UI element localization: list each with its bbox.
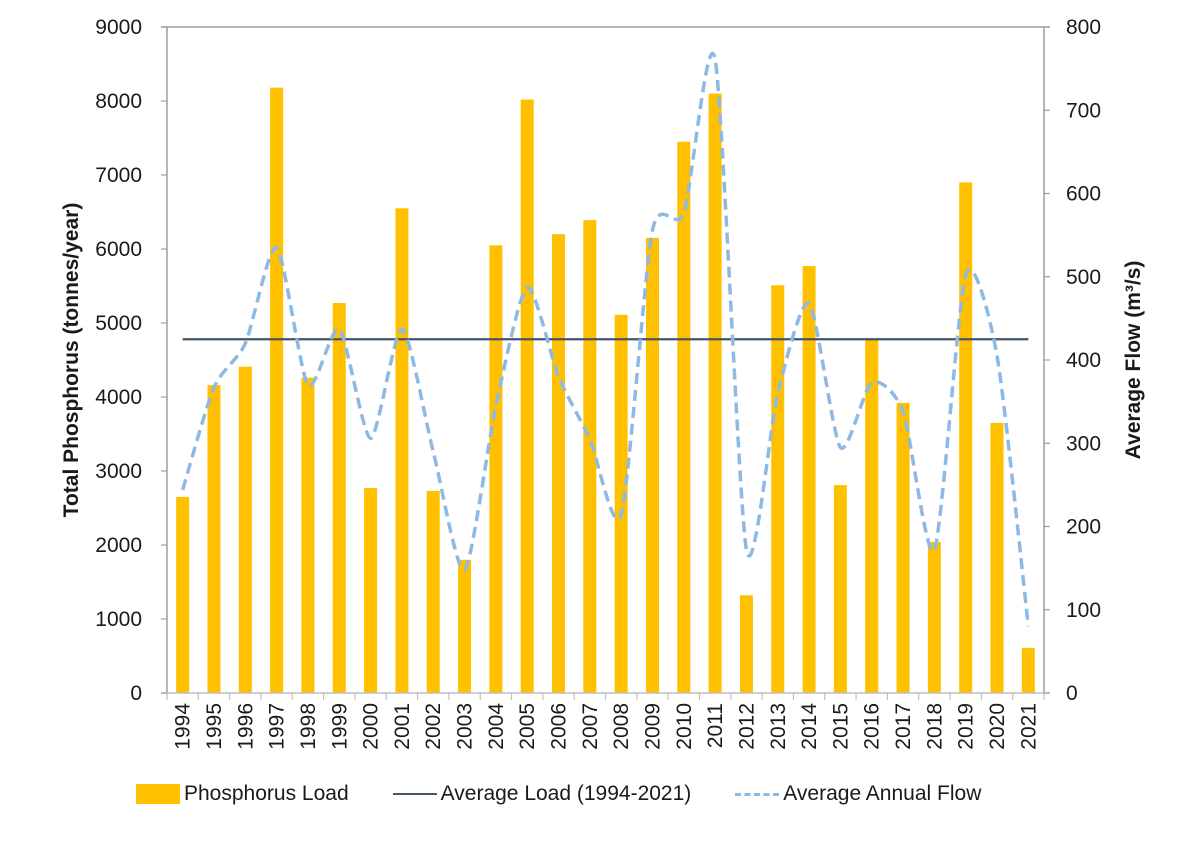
x-tick-label: 2001 [391, 703, 414, 750]
bar-2013 [771, 285, 785, 693]
x-tick-label: 2016 [861, 703, 884, 750]
y-axis-left-title: Total Phosphorus (tonnes/year) [60, 203, 83, 518]
bar-2017 [896, 402, 910, 693]
x-tick-label: 1997 [266, 703, 289, 750]
x-tick-label: 1994 [172, 703, 195, 750]
x-tick-label: 2007 [579, 703, 602, 750]
bar-1995 [207, 385, 221, 693]
bar-2008 [614, 314, 628, 693]
bar-2006 [552, 234, 566, 693]
y2-tick-label: 600 [1066, 183, 1101, 206]
bar-2020 [990, 422, 1004, 693]
bar-1999 [332, 303, 346, 693]
bar-2021 [1021, 647, 1035, 693]
average-flow-line-path [180, 51, 1031, 627]
x-tick-label: 2014 [798, 703, 821, 750]
x-tick-label: 1998 [297, 703, 320, 750]
y-tick-label: 9000 [95, 16, 142, 39]
bar-2011 [708, 93, 722, 694]
x-axis-ticks: 1994 1995 1996 1997 1998 1999 2000 2001 2002 2003… [166, 693, 1045, 750]
y2-tick-label: 800 [1066, 16, 1101, 39]
x-tick-label: 2003 [454, 703, 477, 750]
bar-2005 [520, 99, 534, 693]
x-tick-label: 2019 [955, 703, 978, 750]
x-tick-label: 1999 [328, 703, 351, 750]
x-tick-label: 2002 [422, 703, 445, 750]
y-tick-label: 0 [130, 682, 142, 705]
bar-swatch-icon [136, 784, 180, 804]
y2-tick-label: 100 [1066, 599, 1101, 622]
x-tick-label: 2011 [704, 703, 727, 748]
bar-2002 [426, 490, 440, 693]
x-tick-label: 2021 [1017, 703, 1040, 750]
bar-1998 [301, 377, 315, 693]
y2-tick-label: 0 [1066, 682, 1078, 705]
legend-item-average-load: Average Load (1994-2021) [392, 782, 692, 806]
bar-2010 [677, 141, 691, 693]
bar-2012 [739, 595, 753, 693]
y2-tick-label: 700 [1066, 99, 1101, 122]
y2-tick-label: 400 [1066, 349, 1101, 372]
legend-item-phosphorus-load: Phosphorus Load [136, 782, 349, 806]
x-tick-label: 2006 [548, 703, 571, 750]
y-tick-label: 2000 [95, 534, 142, 557]
y-tick-label: 7000 [95, 164, 142, 187]
x-tick-label: 2015 [829, 703, 852, 750]
x-tick-label: 2010 [673, 703, 696, 750]
axes [161, 26, 1050, 694]
legend-label: Average Annual Flow [783, 782, 982, 805]
y-axis-right-ticks: 0 100 200 300 400 500 600 700 800 [1044, 16, 1101, 705]
x-tick-label: 2020 [986, 703, 1009, 750]
x-tick-label: 2012 [735, 703, 758, 750]
bar-2016 [865, 340, 879, 693]
bar-2009 [645, 237, 659, 693]
x-tick-label: 2004 [485, 703, 508, 750]
dashed-line-swatch-icon [735, 792, 780, 796]
legend: Phosphorus Load Average Load (1994-2021)… [136, 782, 1025, 806]
y-axis-left-ticks: 0 1000 2000 3000 4000 5000 6000 7000 8000 9000 [95, 16, 167, 705]
x-tick-label: 2018 [923, 703, 946, 750]
y-tick-label: 6000 [95, 238, 142, 261]
bar-2004 [489, 245, 503, 694]
bar-2000 [364, 488, 378, 693]
solid-line-swatch-icon [392, 793, 437, 795]
x-tick-label: 1995 [203, 703, 226, 750]
legend-label: Average Load (1994-2021) [440, 782, 692, 805]
y-tick-label: 1000 [95, 608, 142, 631]
y-tick-label: 5000 [95, 312, 142, 335]
bar-2019 [959, 182, 973, 693]
x-tick-label: 2017 [892, 703, 915, 750]
y2-tick-label: 200 [1066, 516, 1101, 539]
y-tick-label: 4000 [95, 386, 142, 409]
phosphorus-load-bars [176, 87, 1035, 694]
y2-tick-label: 300 [1066, 432, 1101, 455]
y2-tick-label: 500 [1066, 266, 1101, 289]
bar-1994 [176, 496, 190, 693]
y-tick-label: 8000 [95, 90, 142, 113]
bar-2001 [395, 208, 409, 694]
bar-2003 [458, 559, 472, 693]
legend-label: Phosphorus Load [184, 782, 349, 805]
legend-item-average-flow: Average Annual Flow [735, 782, 981, 806]
x-tick-label: 2009 [641, 703, 664, 750]
x-tick-label: 2005 [516, 703, 539, 750]
bar-2007 [583, 220, 597, 693]
x-tick-label: 2000 [360, 703, 383, 750]
bar-2014 [802, 266, 816, 693]
bar-1996 [238, 366, 252, 693]
bar-2018 [927, 542, 941, 693]
x-tick-label: 2013 [767, 703, 790, 750]
y-tick-label: 3000 [95, 460, 142, 483]
average-flow-line [180, 51, 1031, 627]
bar-1997 [270, 87, 284, 694]
y-axis-right-title: Average Flow (m³/s) [1122, 261, 1145, 460]
bar-2015 [833, 485, 847, 693]
x-tick-label: 1996 [234, 703, 257, 750]
x-tick-label: 2008 [610, 703, 633, 750]
